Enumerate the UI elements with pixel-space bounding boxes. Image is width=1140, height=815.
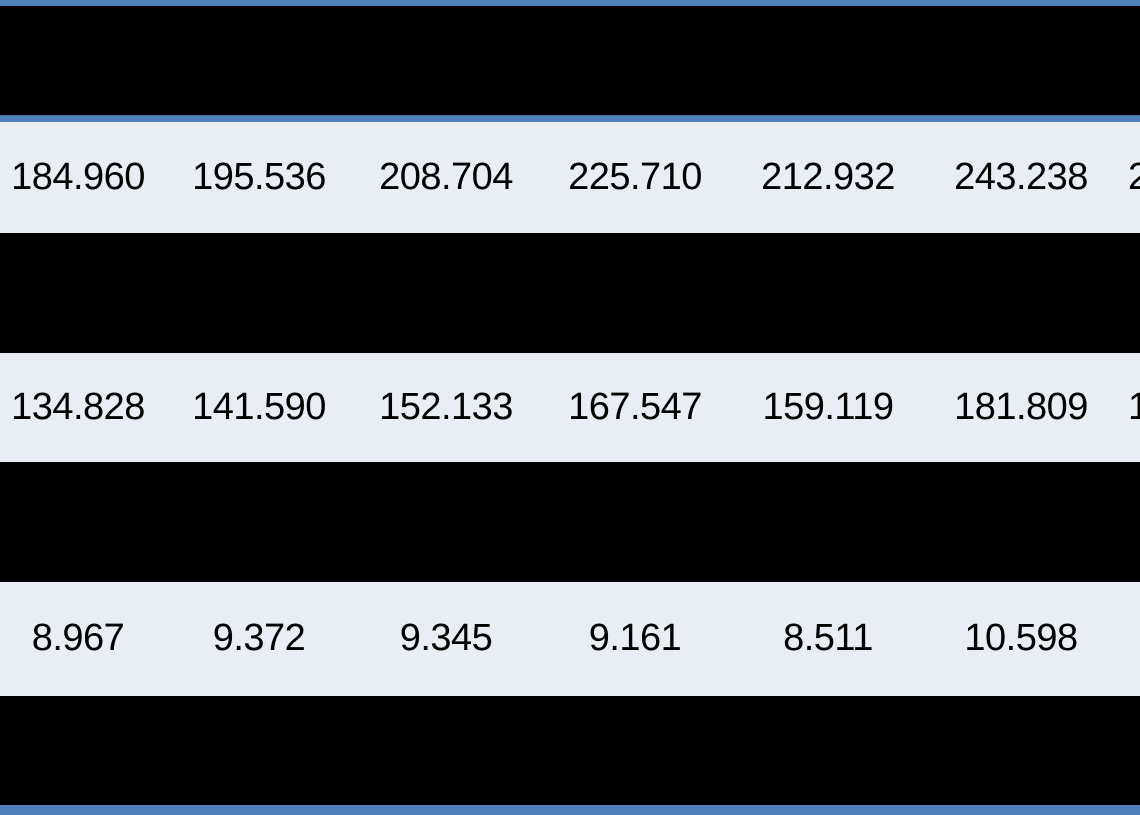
- bottom-border-bar: [0, 805, 1140, 815]
- table-row: 134.828 141.590 152.133 167.547 159.119 …: [0, 353, 1140, 462]
- table-cell: 141.590: [192, 385, 326, 428]
- table-cell-clipped: 2: [1128, 155, 1140, 198]
- table-cell: 152.133: [379, 385, 513, 428]
- table-cell: 9.345: [399, 617, 493, 660]
- table-row: 8.967 9.372 9.345 9.161 8.511 10.598: [0, 582, 1140, 696]
- table-cell: 195.536: [192, 155, 326, 198]
- table-cell: 184.960: [11, 155, 145, 198]
- table-cell-clipped: 1: [1128, 385, 1140, 428]
- table-cell: 167.547: [568, 385, 702, 428]
- table-cell: 181.809: [954, 385, 1088, 428]
- table-cell: 9.161: [588, 617, 682, 660]
- table-cell: 225.710: [568, 155, 702, 198]
- top-border-bar: [0, 0, 1140, 6]
- table-cell: 208.704: [379, 155, 513, 198]
- table-cell: 9.372: [212, 617, 306, 660]
- table-cell: 134.828: [11, 385, 145, 428]
- table-row: 184.960 195.536 208.704 225.710 212.932 …: [0, 122, 1140, 233]
- table-cell: 159.119: [762, 385, 894, 428]
- table-cell: 10.598: [964, 617, 1078, 660]
- table-cell: 8.967: [31, 617, 125, 660]
- table-cell: 8.511: [783, 617, 873, 660]
- header-separator-line: [0, 115, 1140, 123]
- table-cell: 212.932: [761, 155, 895, 198]
- table-cell: 243.238: [954, 155, 1088, 198]
